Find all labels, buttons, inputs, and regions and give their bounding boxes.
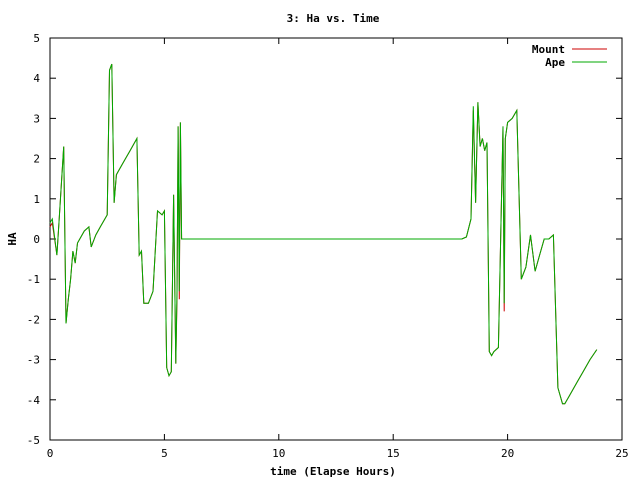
y-tick-label: 3 xyxy=(33,112,40,125)
y-axis: -5 -4 -3 -2 -1 0 1 2 3 4 5 xyxy=(27,32,622,447)
chart-title: 3: Ha vs. Time xyxy=(287,12,380,25)
y-tick-label: 4 xyxy=(33,72,40,85)
x-tick-label: 5 xyxy=(161,447,168,460)
y-tick-label: -4 xyxy=(27,394,41,407)
y-tick-label: 2 xyxy=(33,153,40,166)
y-tick-label: -3 xyxy=(27,354,40,367)
y-tick-label: -1 xyxy=(27,273,40,286)
x-tick-label: 0 xyxy=(47,447,54,460)
x-tick-label: 20 xyxy=(501,447,514,460)
x-tick-label: 10 xyxy=(272,447,285,460)
y-tick-label: 5 xyxy=(33,32,40,45)
y-tick-label: -5 xyxy=(27,434,40,447)
x-axis: 0 5 10 15 20 25 xyxy=(47,38,629,460)
y-tick-label: 1 xyxy=(33,193,40,206)
x-tick-label: 25 xyxy=(615,447,628,460)
series-line-ape xyxy=(49,63,598,405)
y-axis-title: HA xyxy=(6,232,19,246)
series-layer xyxy=(49,63,598,405)
x-axis-title: time (Elapse Hours) xyxy=(270,465,396,478)
legend-label-mount: Mount xyxy=(532,43,565,56)
x-tick-label: 15 xyxy=(387,447,400,460)
y-tick-label: -2 xyxy=(27,313,40,326)
y-tick-label: 0 xyxy=(33,233,40,246)
legend-label-ape: Ape xyxy=(545,56,565,69)
